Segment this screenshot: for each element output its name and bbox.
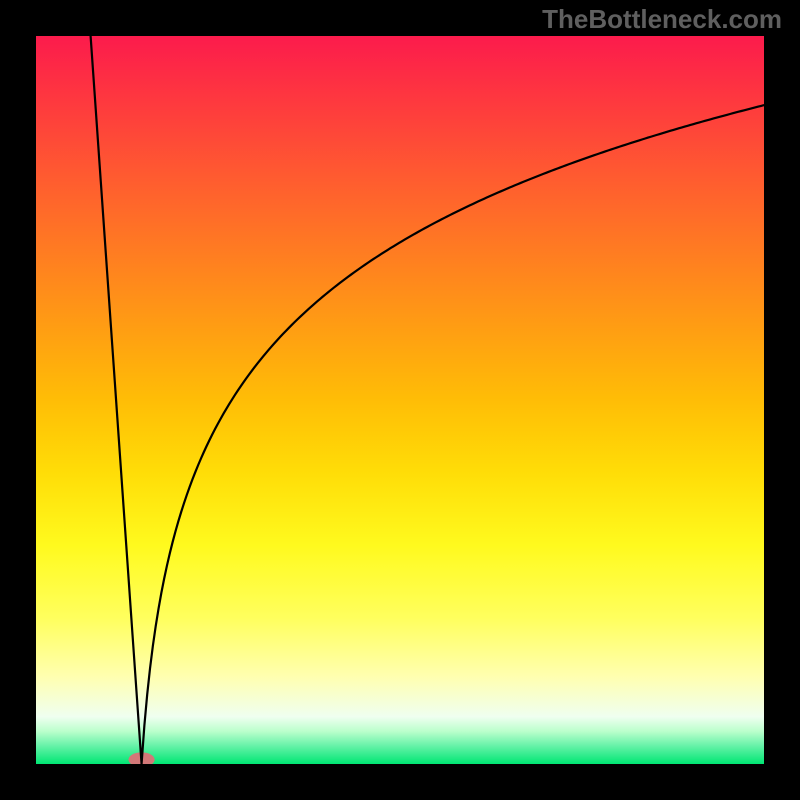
watermark-text: TheBottleneck.com (542, 4, 782, 35)
frame-border-svg (0, 0, 800, 800)
chart-frame (0, 0, 800, 800)
page: TheBottleneck.com (0, 0, 800, 800)
frame-border (18, 18, 782, 782)
